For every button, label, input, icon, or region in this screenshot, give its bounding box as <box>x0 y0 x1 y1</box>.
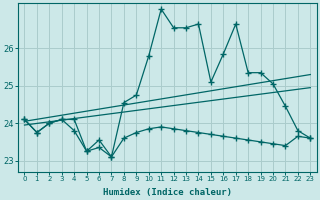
X-axis label: Humidex (Indice chaleur): Humidex (Indice chaleur) <box>103 188 232 197</box>
